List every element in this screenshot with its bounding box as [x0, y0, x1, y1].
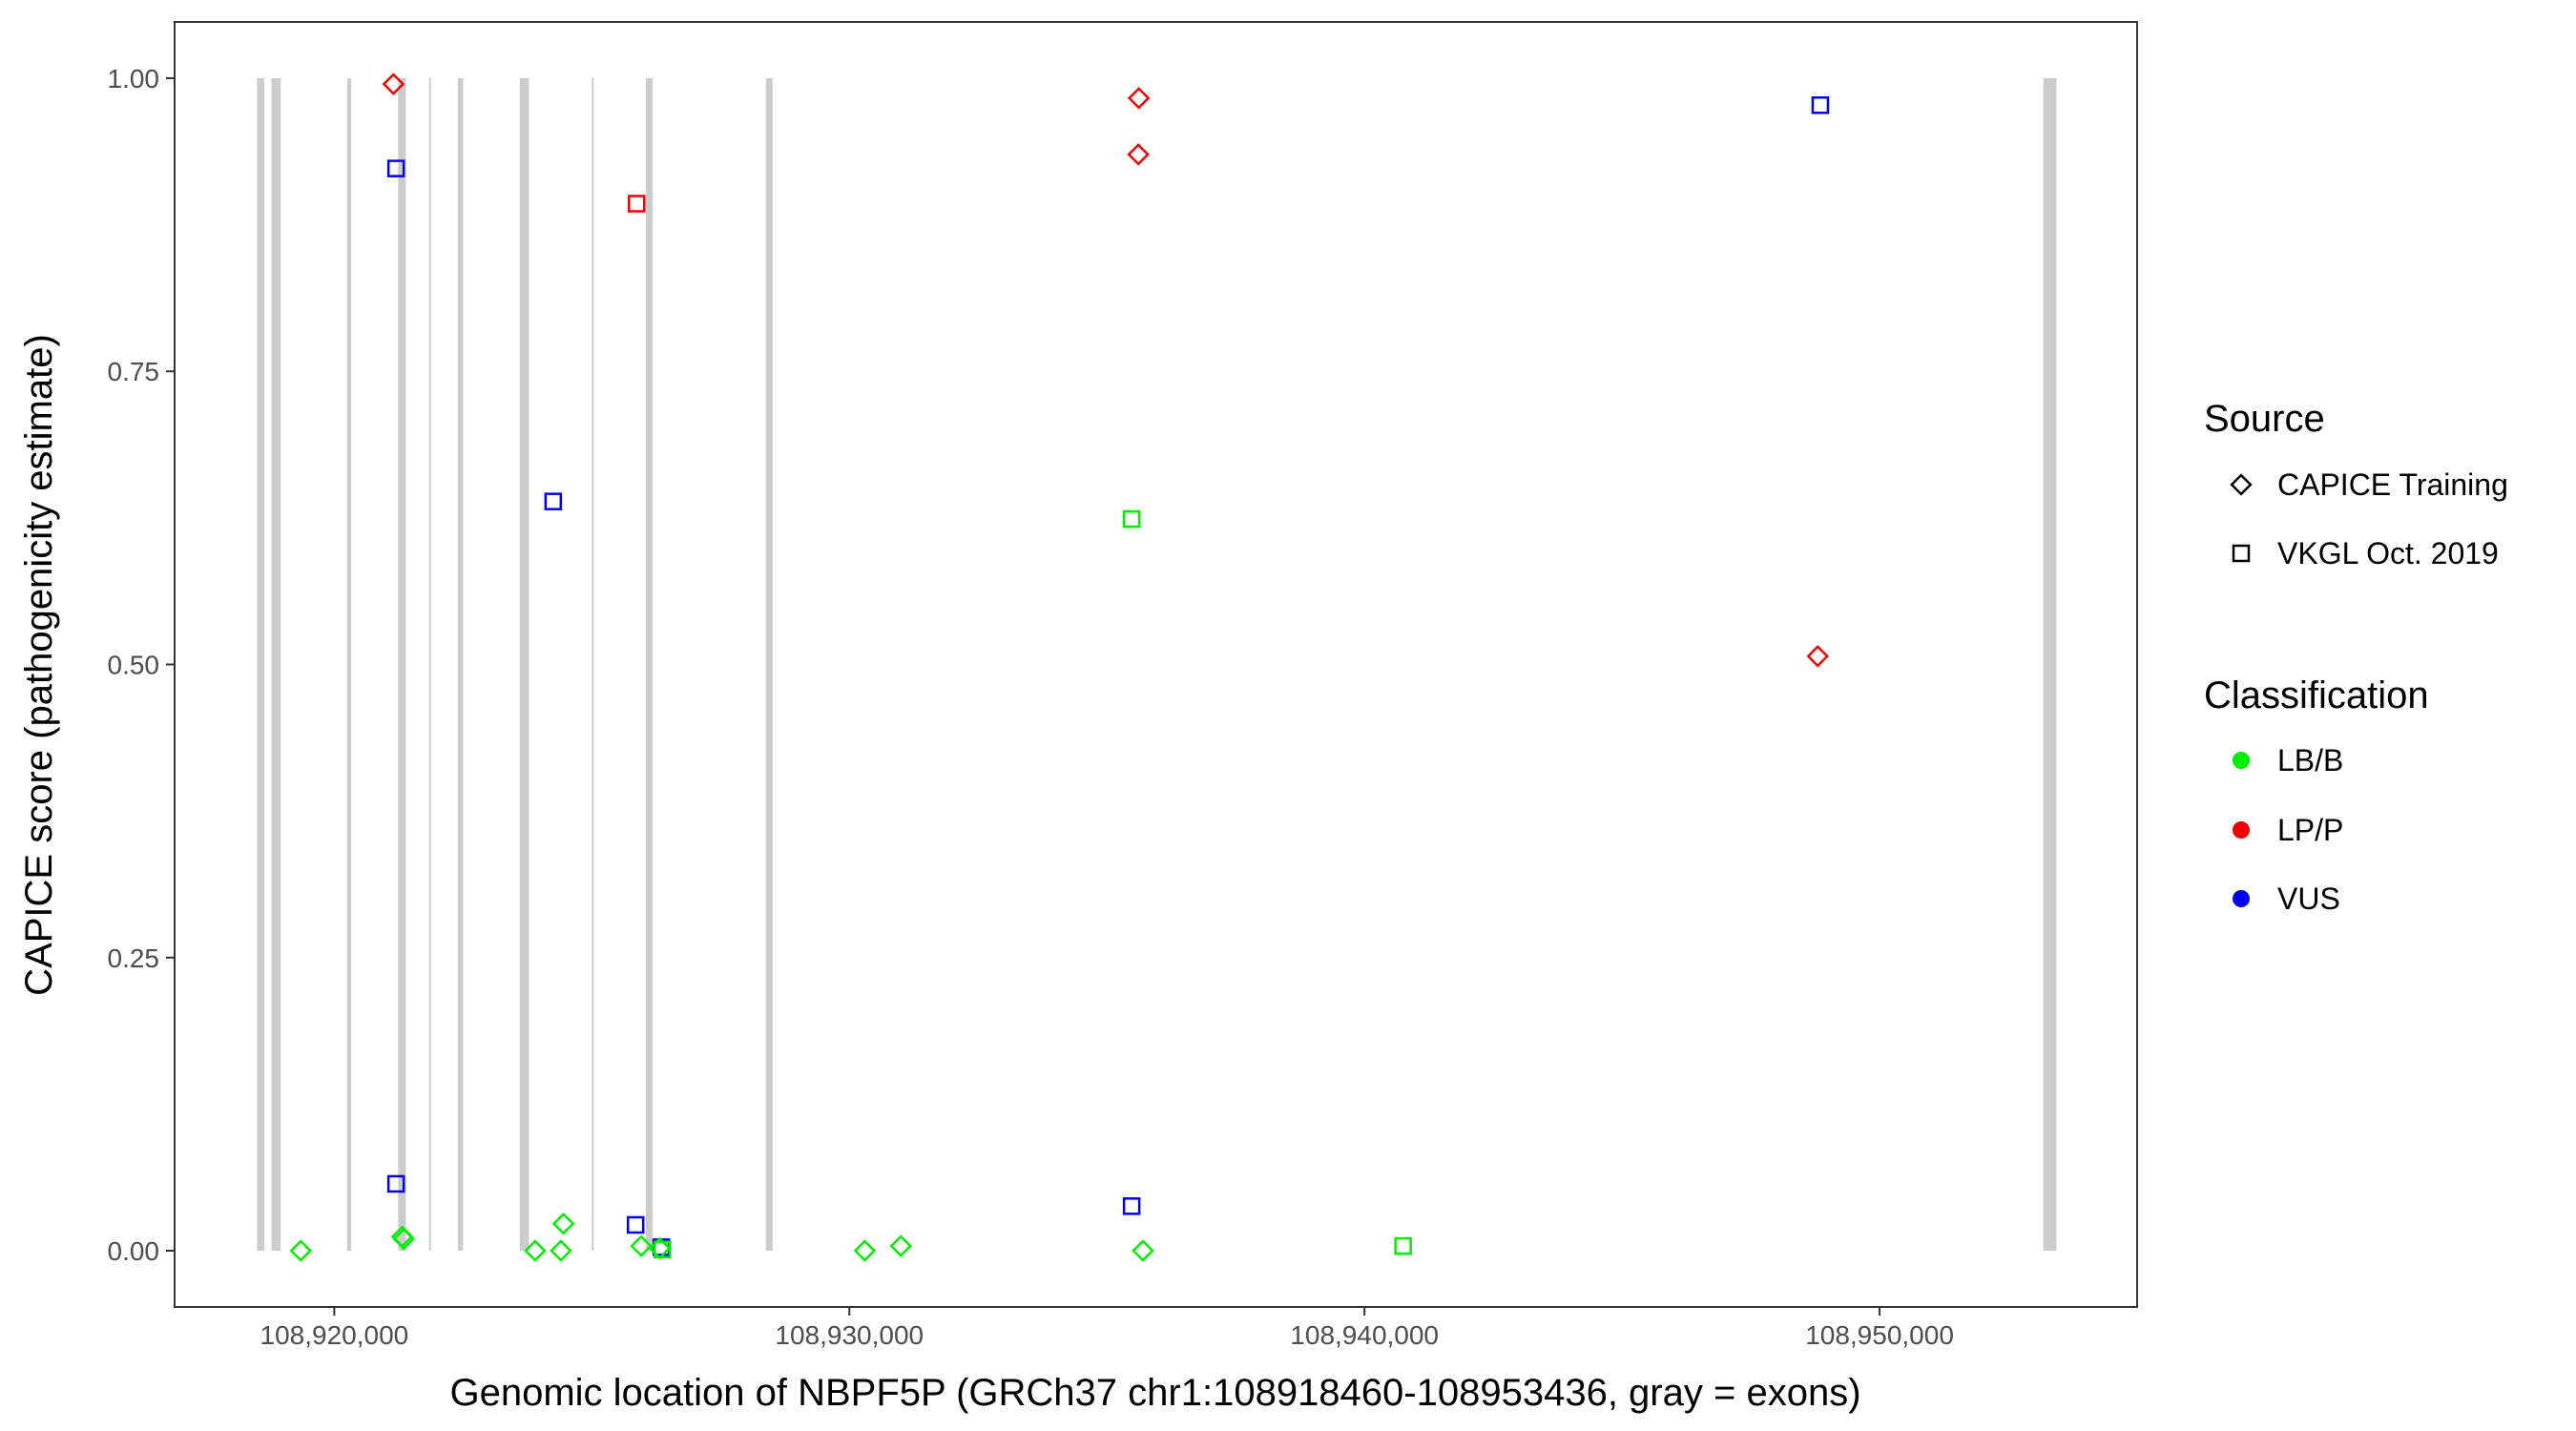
data-point-diamond	[630, 1234, 653, 1257]
legend-source-item-vkgl: VKGL Oct. 2019	[2277, 536, 2499, 570]
x-tick-label: 108,930,000	[775, 1320, 924, 1350]
legend-classification-title: Classification	[2204, 674, 2429, 716]
exon-band-8	[592, 78, 594, 1251]
y-axis-title: CAPICE score (pathogenicity estimate)	[18, 334, 60, 996]
data-point-square	[386, 159, 405, 177]
legend-source: Source CAPICE Training VKGL Oct. 2019	[2204, 398, 2508, 570]
x-axis-title: Genomic location of NBPF5P (GRCh37 chr1:…	[449, 1372, 1860, 1414]
y-tick-label: 0.75	[108, 357, 160, 386]
y-tick-label: 0.00	[108, 1236, 160, 1266]
x-tick-label: 108,940,000	[1290, 1320, 1439, 1350]
exon-band-5	[428, 78, 431, 1251]
exon-band-10	[765, 78, 773, 1251]
exon-band-9	[646, 78, 653, 1251]
plot-panel-background	[175, 22, 2137, 1307]
data-point-diamond	[853, 1239, 877, 1262]
data-point-diamond	[648, 1236, 672, 1260]
legend-class-item-vus: VUS	[2277, 881, 2340, 916]
exon-band-4	[398, 78, 406, 1251]
data-point-diamond	[1132, 1239, 1154, 1262]
exon-band-3	[346, 78, 352, 1251]
data-point-square	[628, 195, 646, 213]
data-point-square	[1122, 509, 1141, 529]
data-points	[289, 73, 1830, 1262]
legend-vus-key	[2233, 890, 2250, 907]
exon-band-2	[271, 78, 281, 1251]
exon-band-6	[457, 78, 464, 1251]
legend-diamond-key	[2230, 473, 2253, 496]
data-point-square	[386, 1174, 405, 1193]
x-tick-label: 108,920,000	[260, 1320, 409, 1350]
legend-square-key	[2232, 544, 2251, 563]
data-point-diamond	[1806, 645, 1830, 668]
data-point-diamond	[551, 1212, 575, 1235]
exon-band-1	[257, 78, 264, 1251]
x-axis: 108,920,000 108,930,000 108,940,000 108,950…	[260, 1307, 1954, 1350]
x-tick-label: 108,950,000	[1805, 1320, 1954, 1350]
data-point-square	[1811, 96, 1830, 114]
y-tick-label: 0.50	[108, 651, 160, 680]
y-tick-label: 1.00	[108, 64, 160, 93]
data-point-diamond	[524, 1239, 547, 1262]
data-point-square	[626, 1215, 645, 1234]
legend-source-item-training: CAPICE Training	[2277, 467, 2508, 502]
data-point-diamond	[289, 1239, 313, 1262]
data-point-square	[1122, 1197, 1141, 1215]
data-point-diamond	[382, 73, 405, 95]
data-point-diamond	[1127, 87, 1151, 110]
exon-band-7	[519, 78, 530, 1251]
y-axis: 0.00 0.25 0.50 0.75 1.00	[108, 64, 175, 1266]
exon-band-11	[2043, 78, 2057, 1251]
y-tick-label: 0.25	[108, 944, 160, 973]
exon-bands	[257, 78, 2057, 1251]
data-point-diamond	[889, 1234, 913, 1257]
data-point-square	[544, 492, 563, 510]
legend-lbb-key	[2233, 752, 2250, 769]
legend-lpp-key	[2233, 821, 2250, 839]
legend-class-item-lbb: LB/B	[2277, 743, 2343, 778]
data-point-diamond	[392, 1227, 416, 1251]
legend-source-title: Source	[2204, 398, 2325, 440]
legend-class-item-lpp: LP/P	[2277, 813, 2343, 847]
data-point-diamond	[1127, 143, 1150, 166]
legend-classification: Classification LB/B LP/P VUS	[2204, 674, 2429, 916]
data-point-square	[1394, 1236, 1412, 1255]
data-point-diamond	[550, 1239, 572, 1262]
